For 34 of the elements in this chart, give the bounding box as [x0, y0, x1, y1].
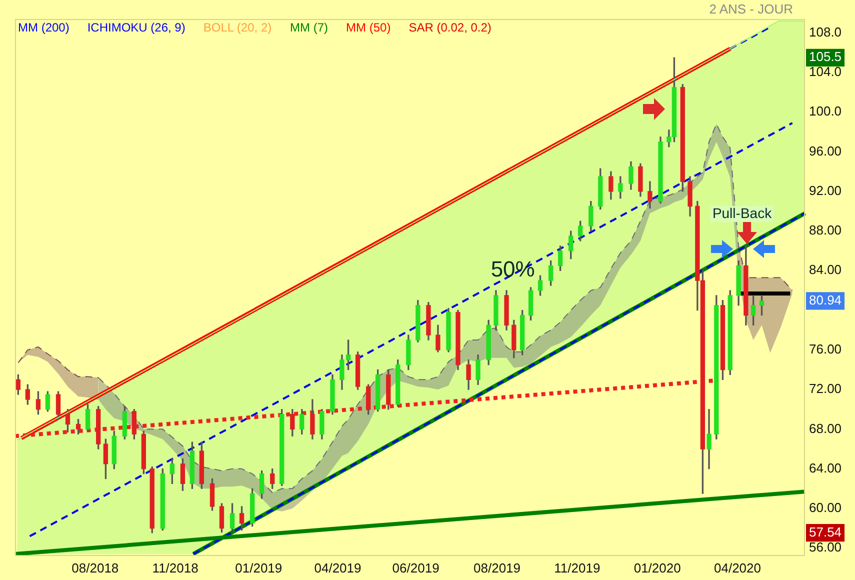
- x-tick-label: 01/2019: [235, 560, 282, 576]
- annotation: BOLL (20, 2): [203, 20, 272, 34]
- x-tick-label: 04/2020: [714, 560, 761, 576]
- y-tick-label: 108.0: [809, 24, 842, 40]
- annotation: MM (50): [346, 20, 391, 34]
- y-tick-label: 76.00: [809, 341, 842, 356]
- x-tick-label: 06/2019: [392, 560, 440, 576]
- x-tick-label: 11/2018: [152, 560, 198, 576]
- annotation: SAR (0.02, 0.2): [408, 20, 492, 34]
- y-tick-label: 64.00: [809, 460, 842, 476]
- annotation: 50%: [490, 256, 535, 282]
- y-tick-label: 105.5: [809, 49, 842, 64]
- x-tick-label: 01/2020: [634, 560, 681, 576]
- y-tick-label: 100.0: [809, 104, 842, 119]
- annotation: Pull-Back: [712, 204, 773, 221]
- annotation: MM (7): [290, 20, 328, 34]
- y-tick-label: 57.54: [809, 524, 842, 540]
- annotation: MM (200): [18, 20, 70, 34]
- y-tick-label: 84.00: [809, 262, 842, 278]
- y-tick-label: 68.00: [809, 420, 842, 436]
- x-tick-label: 04/2019: [314, 560, 362, 576]
- y-tick-label: 88.00: [809, 222, 842, 238]
- y-tick-label: 104.0: [809, 64, 842, 80]
- y-tick-label: 92.00: [809, 182, 842, 198]
- x-tick-label: 08/2019: [474, 560, 521, 576]
- y-tick-label: 72.00: [809, 381, 842, 396]
- y-tick-label: 96.00: [809, 143, 842, 158]
- x-tick-label: 08/2018: [72, 560, 119, 576]
- text: 2 ANS - JOUR: [709, 2, 793, 17]
- x-tick-label: 11/2019: [554, 560, 600, 576]
- y-tick-label: 56.00: [809, 540, 842, 555]
- annotation: ICHIMOKU (26, 9): [87, 20, 186, 34]
- y-tick-label: 60.00: [809, 500, 842, 516]
- y-tick-label: 80.94: [809, 292, 842, 308]
